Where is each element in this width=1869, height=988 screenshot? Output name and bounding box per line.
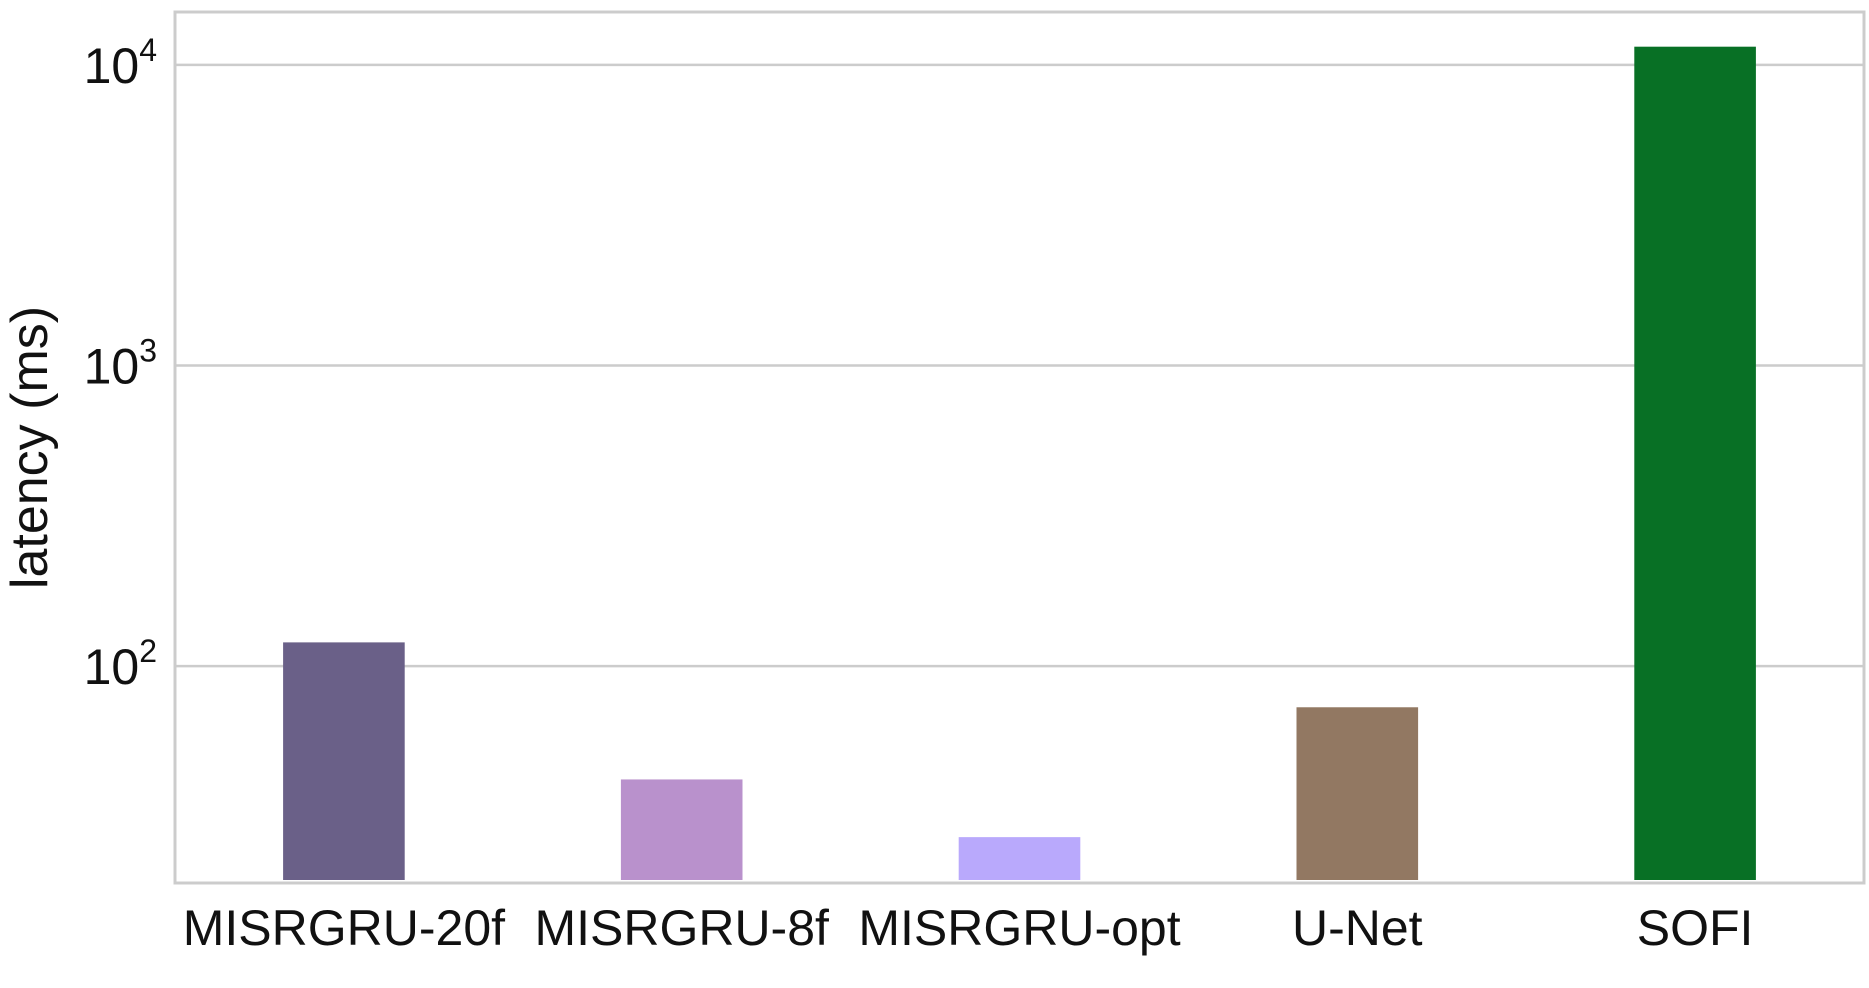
- y-tick-base: 10: [84, 639, 140, 695]
- bar-sofi: [1634, 46, 1756, 881]
- y-axis-label: latency (ms): [1, 306, 59, 589]
- bar-u-net: [1296, 707, 1419, 880]
- plot-frame: [173, 10, 1866, 885]
- bar-misrgru-8f: [620, 779, 743, 880]
- y-tick-base: 10: [84, 339, 140, 395]
- y-tick-label: 103: [84, 333, 157, 395]
- grid-lines: [175, 63, 1864, 668]
- x-tick-label: SOFI: [1637, 900, 1754, 956]
- x-tick-label: U-Net: [1292, 900, 1423, 956]
- y-tick-exponent: 3: [139, 333, 157, 369]
- y-tick-exponent: 2: [139, 633, 157, 669]
- bars: [283, 46, 1756, 881]
- x-tick-label: MISRGRU-20f: [183, 900, 505, 956]
- y-tick-label: 104: [84, 32, 157, 94]
- x-tick-label: MISRGRU-8f: [534, 900, 829, 956]
- y-tick-exponent: 4: [139, 32, 157, 68]
- x-tick-labels: MISRGRU-20f MISRGRU-8f MISRGRU-opt U-Net SOF…: [183, 900, 1754, 956]
- y-tick-label: 102: [84, 633, 157, 695]
- y-tick-base: 10: [84, 38, 140, 94]
- x-tick-label: MISRGRU-opt: [858, 900, 1180, 956]
- bar-misrgru-opt: [958, 837, 1081, 880]
- bar-misrgru-20f: [283, 642, 405, 880]
